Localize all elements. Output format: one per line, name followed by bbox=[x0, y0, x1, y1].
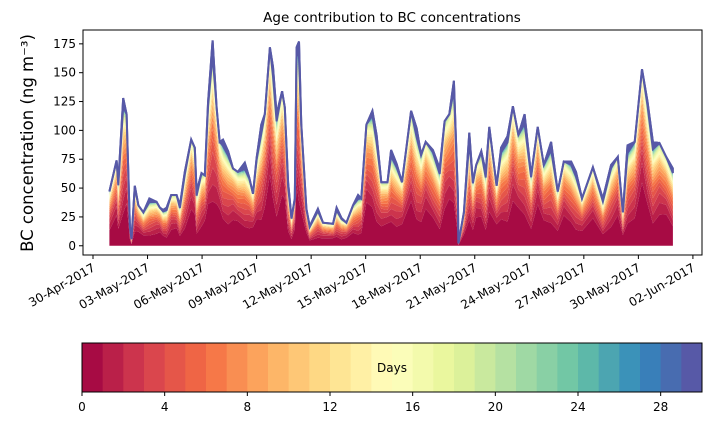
chart-title: Age contribution to BC concentrations bbox=[263, 10, 521, 26]
colorbar-tick-label: 24 bbox=[570, 400, 585, 414]
colorbar-frame bbox=[81, 342, 703, 393]
y-tick-label: 25 bbox=[61, 210, 76, 224]
y-tick-label: 75 bbox=[61, 152, 76, 166]
total-line bbox=[108, 40, 674, 244]
colorbar-segment-7 bbox=[226, 343, 248, 392]
colorbar-segment-20 bbox=[495, 343, 517, 392]
y-tick-label: 125 bbox=[53, 95, 76, 109]
colorbar-segment-10 bbox=[288, 343, 310, 392]
y-axis: 0 25 50 75 100 125 150 175 bbox=[53, 37, 83, 253]
colorbar-tick-label: 0 bbox=[78, 400, 86, 414]
colorbar-segment-23 bbox=[557, 343, 579, 392]
plot-frame bbox=[82, 29, 703, 256]
colorbar-segment-22 bbox=[536, 343, 558, 392]
stacked-areas bbox=[108, 40, 674, 246]
colorbar-segment-26 bbox=[619, 343, 641, 392]
colorbar-segment-17 bbox=[433, 343, 455, 392]
colorbar-segment-2 bbox=[123, 343, 145, 392]
colorbar-segment-21 bbox=[516, 343, 538, 392]
colorbar-segment-25 bbox=[598, 343, 620, 392]
y-tick-label: 100 bbox=[53, 123, 76, 137]
colorbar-segment-5 bbox=[185, 343, 207, 392]
colorbar-segment-12 bbox=[330, 343, 352, 392]
colorbar-tick-label: 20 bbox=[488, 400, 503, 414]
colorbar-segment-6 bbox=[206, 343, 228, 392]
y-tick-label: 175 bbox=[53, 37, 76, 51]
colorbar-segment-19 bbox=[474, 343, 496, 392]
colorbar-segment-1 bbox=[102, 343, 124, 392]
y-tick-label: 0 bbox=[68, 239, 76, 253]
colorbar-segment-24 bbox=[578, 343, 600, 392]
colorbar-segment-9 bbox=[268, 343, 290, 392]
y-tick-label: 150 bbox=[53, 66, 76, 80]
area-age-2 bbox=[109, 140, 673, 245]
colorbar-segment-11 bbox=[309, 343, 331, 392]
colorbar-segment-4 bbox=[164, 343, 186, 392]
colorbar-tick-label: 28 bbox=[653, 400, 668, 414]
colorbar-segment-16 bbox=[412, 343, 434, 392]
colorbar-segment-8 bbox=[247, 343, 269, 392]
colorbar-segment-28 bbox=[660, 343, 682, 392]
colorbar-label: Days bbox=[377, 361, 407, 375]
colorbar-segment-29 bbox=[681, 343, 703, 392]
y-axis-label: BC concentration (ng m⁻³) bbox=[18, 34, 37, 252]
colorbar-segment-3 bbox=[144, 343, 166, 392]
x-axis: 30-Apr-201703-May-201706-May-201709-May-… bbox=[26, 255, 697, 312]
colorbar-segment-13 bbox=[350, 343, 372, 392]
colorbar-tick-label: 16 bbox=[405, 400, 420, 414]
colorbar-tick-label: 12 bbox=[322, 400, 337, 414]
colorbar-tick-label: 8 bbox=[244, 400, 252, 414]
area-age-0 bbox=[109, 174, 673, 246]
y-tick-label: 50 bbox=[61, 181, 76, 195]
colorbar-segment-18 bbox=[454, 343, 476, 392]
colorbar-segment-27 bbox=[640, 343, 662, 392]
colorbar-segment-0 bbox=[82, 343, 104, 392]
colorbar: 0 4 8 12 16 20 24 28 bbox=[78, 342, 703, 414]
colorbar-tick-label: 4 bbox=[161, 400, 169, 414]
colorbar-segment-14 bbox=[371, 343, 393, 392]
area-age-1 bbox=[109, 153, 673, 245]
colorbar-segment-15 bbox=[392, 343, 414, 392]
